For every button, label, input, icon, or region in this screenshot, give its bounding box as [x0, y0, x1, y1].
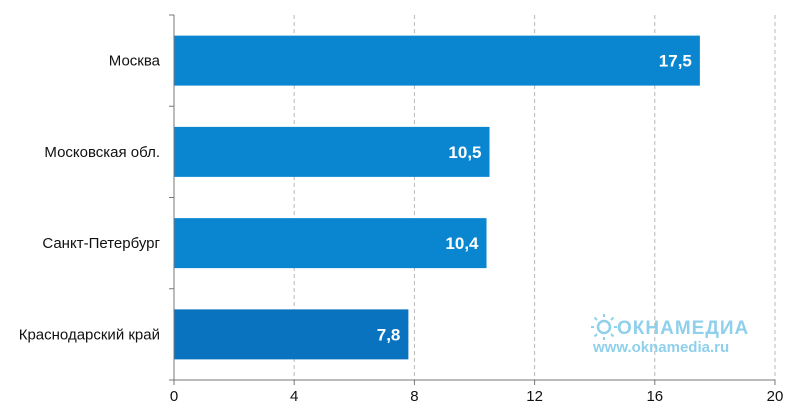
- x-tick-label: 16: [646, 388, 663, 405]
- bar: [174, 218, 487, 269]
- x-tick-label: 4: [290, 388, 298, 405]
- bar-value-label: 10,5: [448, 143, 481, 162]
- axis-layer: 0 4 8 12 16 20 Москва Московская обл. Санкт-Пете…: [19, 14, 784, 405]
- sun-icon: [591, 314, 617, 340]
- bar: [174, 126, 490, 177]
- watermark-url: www.oknamedia.ru: [592, 339, 729, 356]
- category-label: Краснодарский край: [19, 326, 160, 343]
- x-tick-label: 8: [410, 388, 418, 405]
- bars-layer: 17,5 10,5 10,4 7,8: [174, 35, 700, 360]
- bar-value-label: 10,4: [445, 234, 479, 253]
- category-label: Санкт-Петербург: [42, 235, 160, 252]
- watermark: ОКНАМЕДИА www.oknamedia.ru: [591, 314, 749, 356]
- category-label: Москва: [109, 53, 161, 70]
- category-label: Московская обл.: [44, 144, 160, 161]
- x-tick-label: 20: [767, 388, 784, 405]
- bar: [174, 309, 409, 360]
- bar-value-label: 7,8: [377, 325, 401, 344]
- x-tick-label: 12: [526, 388, 543, 405]
- x-tick-label: 0: [170, 388, 178, 405]
- bar-value-label: 17,5: [659, 52, 692, 71]
- bar: [174, 35, 700, 86]
- watermark-logo-text: ОКНАМЕДИА: [617, 318, 749, 339]
